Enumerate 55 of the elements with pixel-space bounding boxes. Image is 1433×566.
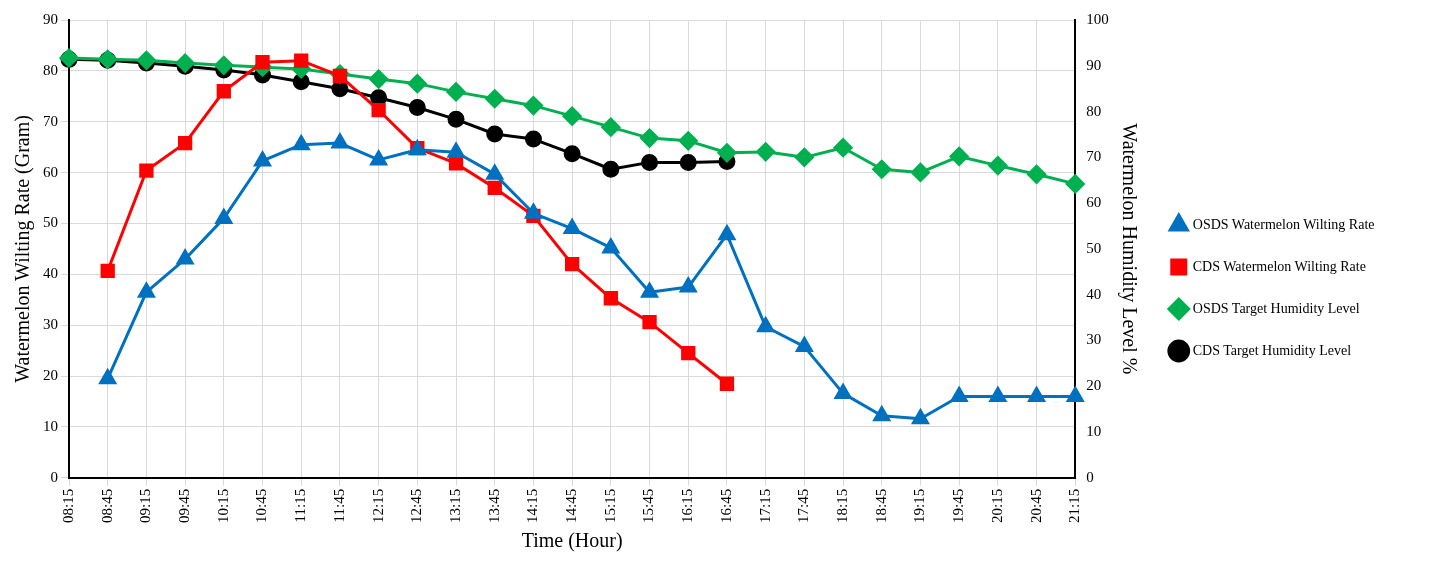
- y2-tick-label: 0: [1086, 468, 1094, 485]
- x-tick-label: 12:45: [408, 488, 425, 523]
- x-tick-label: 20:45: [1027, 488, 1044, 523]
- x-tick-label: 16:15: [679, 488, 696, 523]
- y2-tick-label: 70: [1086, 148, 1102, 165]
- x-tick-label: 10:45: [253, 488, 270, 523]
- x-axis-title: Time (Hour): [521, 529, 623, 553]
- y-tick-label: 50: [43, 214, 58, 231]
- y2-tick-label: 50: [1086, 239, 1102, 256]
- x-tick-label: 17:45: [795, 488, 812, 523]
- x-tick-label: 09:15: [137, 488, 154, 523]
- y2-axis-title: Watermelon Humidity Level %: [1117, 123, 1141, 375]
- y-tick-label: 70: [43, 112, 58, 129]
- x-tick-label: 15:15: [601, 488, 618, 523]
- y2-tick-label: 30: [1086, 331, 1102, 348]
- x-tick-label: 14:45: [563, 488, 580, 523]
- y-tick-label: 10: [43, 417, 58, 434]
- x-tick-label: 13:45: [485, 488, 502, 523]
- y2-tick-label: 80: [1086, 102, 1102, 119]
- x-tick-label: 14:15: [524, 488, 541, 523]
- y2-tick-label: 90: [1086, 56, 1102, 73]
- x-tick-label: 15:45: [640, 488, 657, 523]
- y2-tick-label: 20: [1086, 377, 1102, 394]
- x-tick-label: 11:45: [330, 488, 347, 523]
- legend-label: OSDS Watermelon Wilting Rate: [1192, 216, 1375, 232]
- x-tick-label: 11:15: [292, 488, 309, 523]
- legend-label: CDS Watermelon Wilting Rate: [1192, 258, 1366, 274]
- x-tick-label: 18:15: [833, 488, 850, 523]
- x-tick-label: 21:15: [1066, 488, 1083, 523]
- x-tick-label: 12:15: [369, 488, 386, 523]
- x-tick-label: 19:45: [950, 488, 967, 523]
- y-tick-label: 90: [43, 10, 58, 27]
- legend-label: OSDS Target Humidity Level: [1192, 300, 1360, 316]
- y-tick-label: 0: [50, 468, 58, 485]
- x-tick-label: 10:15: [214, 488, 231, 523]
- legend-label: CDS Target Humidity Level: [1192, 342, 1352, 358]
- x-tick-label: 17:15: [756, 488, 773, 523]
- y-tick-label: 40: [43, 265, 58, 282]
- y2-tick-label: 10: [1086, 422, 1102, 439]
- x-tick-label: 08:15: [59, 488, 76, 523]
- y-tick-label: 60: [43, 163, 58, 180]
- y-tick-label: 20: [43, 367, 58, 384]
- y2-tick-label: 40: [1086, 285, 1102, 302]
- x-tick-label: 20:15: [988, 488, 1005, 523]
- x-tick-label: 08:45: [98, 488, 115, 523]
- y-tick-label: 30: [43, 316, 58, 333]
- x-tick-label: 18:45: [872, 488, 889, 523]
- y-axis-title: Watermelon Wilting Rate (Gram): [11, 115, 35, 383]
- y2-tick-label: 100: [1086, 10, 1109, 27]
- x-tick-label: 13:15: [446, 488, 463, 523]
- x-tick-label: 16:45: [717, 488, 734, 523]
- y2-tick-label: 60: [1086, 194, 1102, 211]
- x-tick-label: 19:15: [911, 488, 928, 523]
- y-tick-label: 80: [43, 61, 58, 78]
- x-tick-label: 09:45: [176, 488, 193, 523]
